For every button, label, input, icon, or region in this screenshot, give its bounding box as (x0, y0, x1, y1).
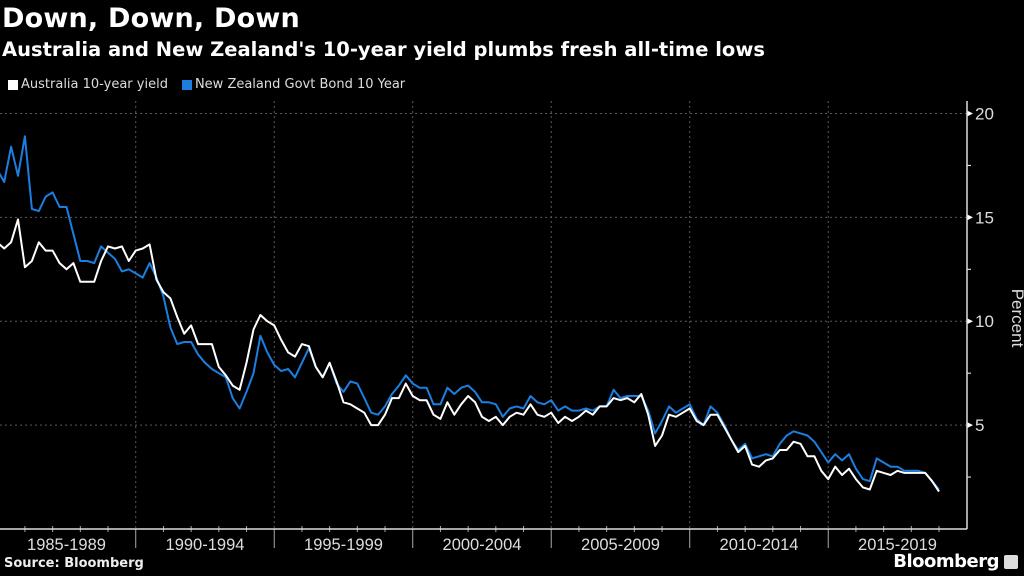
legend-item-new-zealand: New Zealand Govt Bond 10 Year (181, 77, 406, 92)
bloomberg-logo: Bloomberg (893, 551, 1018, 572)
y-tick (967, 214, 973, 221)
legend: Australia 10-year yield New Zealand Govt… (8, 77, 405, 92)
y-tick (967, 318, 973, 325)
y-tick (967, 110, 973, 117)
bloomberg-chart-icon (1004, 554, 1018, 569)
series-line-new-zealand (0, 135, 940, 491)
legend-label-australia: Australia 10-year yield (21, 77, 168, 92)
legend-label-new-zealand: New Zealand Govt Bond 10 Year (194, 77, 406, 92)
axes: 5 10 15 20 1985-1989 1990-1994 1995-1999 2000-2… (0, 101, 994, 554)
grid (0, 101, 967, 529)
source-note: Source: Bloomberg (4, 556, 144, 571)
y-tick-label: 10 (975, 312, 994, 331)
y-tick-label: 20 (975, 104, 994, 123)
y-tick (967, 422, 973, 429)
series-lines (0, 135, 940, 493)
x-tick-label: 1995-1999 (304, 536, 383, 554)
x-tick-label: 2010-2014 (720, 536, 799, 554)
logo-text: Bloomberg (893, 551, 999, 572)
series-line-australia (0, 218, 940, 493)
legend-swatch-australia (8, 79, 18, 90)
y-tick-label: 15 (975, 208, 994, 227)
legend-item-australia: Australia 10-year yield (8, 77, 168, 92)
x-tick-label: 1985-1989 (27, 536, 106, 554)
x-tick-label: 2005-2009 (581, 536, 660, 554)
y-tick-label: 5 (975, 416, 984, 435)
x-tick-label: 2015-2019 (858, 536, 937, 554)
y-axis-label: Percent (1008, 289, 1024, 348)
chart-title: Down, Down, Down (2, 3, 300, 34)
chart-subtitle: Australia and New Zealand's 10-year yiel… (2, 38, 765, 61)
legend-swatch-new-zealand (181, 79, 192, 90)
x-tick-label: 2000-2004 (443, 536, 522, 554)
x-tick-label: 1990-1994 (166, 536, 245, 554)
